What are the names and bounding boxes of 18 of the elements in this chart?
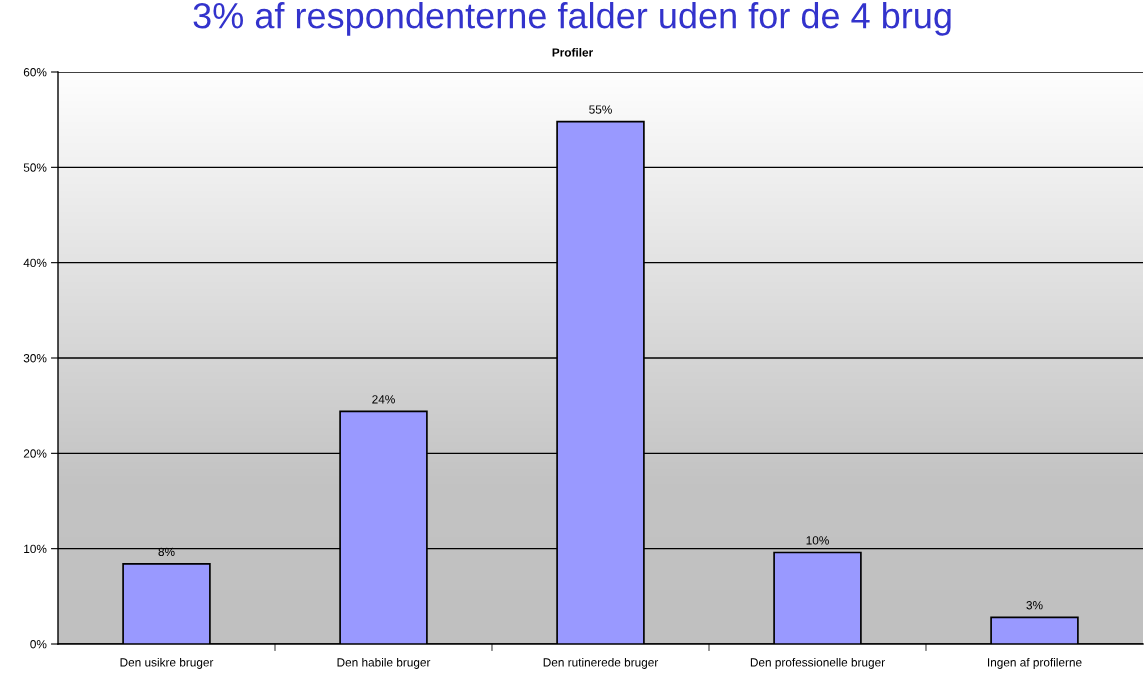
y-tick-label: 0% [30,640,47,649]
data-label: 10% [806,536,829,545]
x-tick-label: Ingen af profilerne [988,657,1082,669]
data-label: 24% [372,395,395,404]
x-tick-label: Den rutinerede bruger [543,657,659,669]
data-label: 3% [1026,601,1043,610]
x-tick-label: Den usikre bruger [120,657,214,669]
y-tick-label: 50% [23,163,47,172]
x-tick-label: Den professionelle bruger [750,657,885,669]
y-tick-label: 40% [23,258,47,268]
y-tick-label: 10% [24,544,47,554]
x-tick-label: Den habile bruger [337,657,431,669]
chart-subtitle: Profiler [552,48,593,57]
data-label: 55% [589,105,612,114]
y-tick-label: 30% [23,354,47,363]
y-tick-label: 20% [23,449,47,458]
y-tick-label: 60% [23,68,47,77]
chart-title: 3% af respondenterne falder uden for de 4 brug [193,2,951,36]
